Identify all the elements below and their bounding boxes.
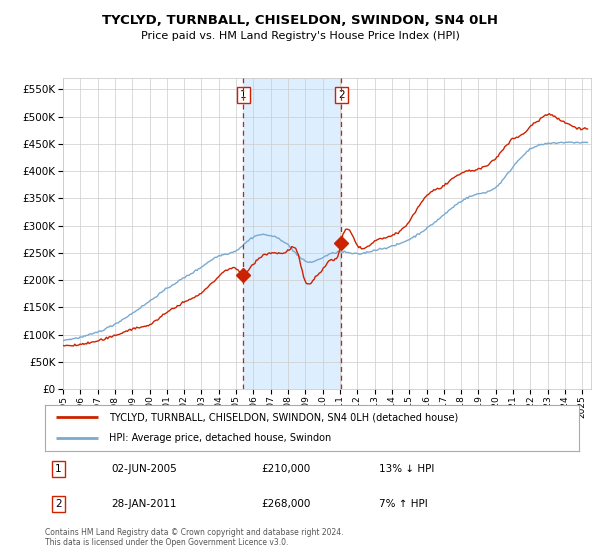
- Text: 13% ↓ HPI: 13% ↓ HPI: [379, 464, 434, 474]
- Text: Contains HM Land Registry data © Crown copyright and database right 2024.
This d: Contains HM Land Registry data © Crown c…: [45, 528, 343, 547]
- Text: £210,000: £210,000: [261, 464, 311, 474]
- Text: Price paid vs. HM Land Registry's House Price Index (HPI): Price paid vs. HM Land Registry's House …: [140, 31, 460, 41]
- Text: TYCLYD, TURNBALL, CHISELDON, SWINDON, SN4 0LH (detached house): TYCLYD, TURNBALL, CHISELDON, SWINDON, SN…: [109, 412, 458, 422]
- Text: £268,000: £268,000: [261, 499, 311, 509]
- Text: 2: 2: [338, 90, 344, 100]
- Text: 1: 1: [240, 90, 247, 100]
- Text: HPI: Average price, detached house, Swindon: HPI: Average price, detached house, Swin…: [109, 433, 331, 444]
- Text: TYCLYD, TURNBALL, CHISELDON, SWINDON, SN4 0LH: TYCLYD, TURNBALL, CHISELDON, SWINDON, SN…: [102, 14, 498, 27]
- Text: 2: 2: [55, 499, 62, 509]
- Text: 28-JAN-2011: 28-JAN-2011: [112, 499, 177, 509]
- Text: 02-JUN-2005: 02-JUN-2005: [112, 464, 178, 474]
- Text: 7% ↑ HPI: 7% ↑ HPI: [379, 499, 427, 509]
- Bar: [244, 78, 341, 389]
- Text: 1: 1: [55, 464, 62, 474]
